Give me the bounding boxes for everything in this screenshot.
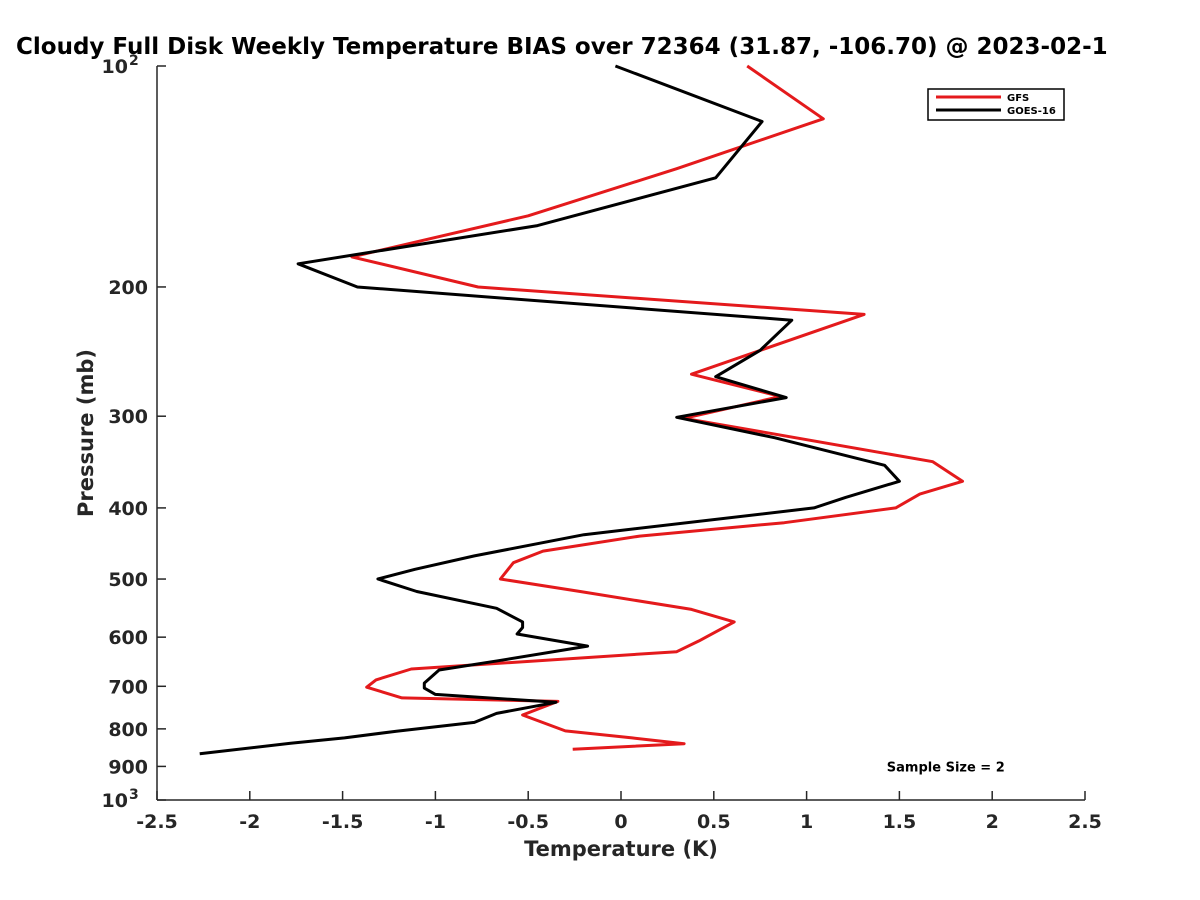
x-tick-label: -0.5 [507,811,549,833]
y-tick-label: 200 [108,277,148,299]
sample-size-annotation: Sample Size = 2 [887,760,1005,775]
y-tick-label: 800 [108,719,148,741]
x-tick-label: 2.5 [1068,811,1102,833]
series-layer [199,64,964,756]
annotation-layer: Sample Size = 2 [887,760,1005,775]
y-tick-label: 300 [108,406,148,428]
y-tick-label: 600 [108,627,148,649]
x-tick-label: -1 [425,811,446,833]
x-tick-label: -2.5 [136,811,178,833]
x-tick-label: 1 [800,811,813,833]
y-tick-label: 400 [108,498,148,520]
legend-box [927,88,1065,121]
chart-title: Cloudy Full Disk Weekly Temperature BIAS… [16,34,1108,60]
legend-label-goes-16: GOES-16 [1007,106,1056,117]
y-tick-exponent: 2 [129,53,139,69]
x-tick-label: -1.5 [322,811,364,833]
y-tick-label: 700 [108,676,148,698]
x-ticks: -2.5 -2 -1.5 -1 -0.5 0 0.5 1 1.5 2 2.5 [136,791,1102,833]
series-line-goes-16 [199,64,901,756]
y-tick-label: 10 [102,56,128,78]
legend: GFS GOES-16 [927,88,1065,121]
x-tick-label: -2 [239,811,260,833]
x-axis-label: Temperature (K) [524,837,718,861]
y-axis-label: Pressure (mb) [74,349,98,517]
y-tick-exponent: 3 [129,787,139,803]
y-tick-label: 900 [108,756,148,778]
x-tick-label: 1.5 [883,811,917,833]
series-line-gfs [350,64,964,751]
y-tick-label: 500 [108,569,148,591]
y-tick-label: 10 [102,790,128,812]
legend-items: GFS GOES-16 [936,93,1056,117]
x-tick-label: 0 [614,811,627,833]
x-tick-label: 2 [986,811,999,833]
legend-label-gfs: GFS [1007,93,1029,104]
plot-area: -2.5 -2 -1.5 -1 -0.5 0 0.5 1 1.5 2 2.5 10 220030040… [102,53,1102,833]
x-tick-label: 0.5 [697,811,731,833]
